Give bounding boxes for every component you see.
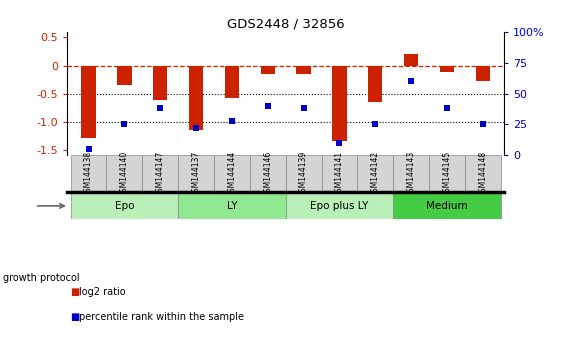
Point [263,103,272,109]
Text: GSM144139: GSM144139 [299,151,308,197]
Bar [429,155,465,192]
Text: GSM144137: GSM144137 [192,151,201,197]
Text: GSM144138: GSM144138 [84,151,93,197]
Point [335,140,344,146]
Text: Epo plus LY: Epo plus LY [310,201,368,211]
Bar [71,192,178,219]
Bar [286,155,321,192]
Text: GSM144147: GSM144147 [156,151,165,197]
Text: GSM144140: GSM144140 [120,151,129,197]
Point [120,122,129,127]
Point [478,122,487,127]
Text: GSM144148: GSM144148 [478,151,487,197]
Text: LY: LY [227,201,237,211]
Text: GSM144141: GSM144141 [335,151,344,197]
Point [299,105,308,111]
Text: ■: ■ [70,287,79,297]
Bar [357,155,393,192]
Bar [224,65,239,98]
Bar [393,192,501,219]
Bar [250,155,286,192]
Bar [153,65,167,100]
Point [191,125,201,131]
Bar [368,65,382,102]
Title: GDS2448 / 32856: GDS2448 / 32856 [227,18,345,31]
Text: GSM144143: GSM144143 [406,151,416,197]
Bar [117,65,132,85]
Bar [142,155,178,192]
Bar [178,155,214,192]
Point [227,118,237,124]
Text: log2 ratio: log2 ratio [79,287,125,297]
Bar [440,65,454,72]
Point [442,105,452,111]
Bar [107,155,142,192]
Point [84,146,93,152]
Bar [404,54,418,65]
Bar [82,65,96,138]
Bar [189,65,203,130]
Point [371,122,380,127]
Text: Medium: Medium [426,201,468,211]
Text: GSM144145: GSM144145 [442,151,451,197]
Text: GSM144142: GSM144142 [371,151,380,197]
Bar [178,192,286,219]
Point [156,105,165,111]
Bar [286,192,393,219]
Bar [393,155,429,192]
Text: GSM144146: GSM144146 [264,151,272,197]
Bar [296,65,311,74]
Text: percentile rank within the sample: percentile rank within the sample [79,312,244,322]
Text: growth protocol: growth protocol [3,273,79,283]
Bar [332,65,347,141]
Bar [465,155,501,192]
Bar [261,65,275,74]
Text: ■: ■ [70,312,79,322]
Bar [476,65,490,81]
Text: Epo: Epo [115,201,134,211]
Bar [321,155,357,192]
Text: GSM144144: GSM144144 [227,151,237,197]
Point [406,78,416,84]
Bar [214,155,250,192]
Bar [71,155,107,192]
